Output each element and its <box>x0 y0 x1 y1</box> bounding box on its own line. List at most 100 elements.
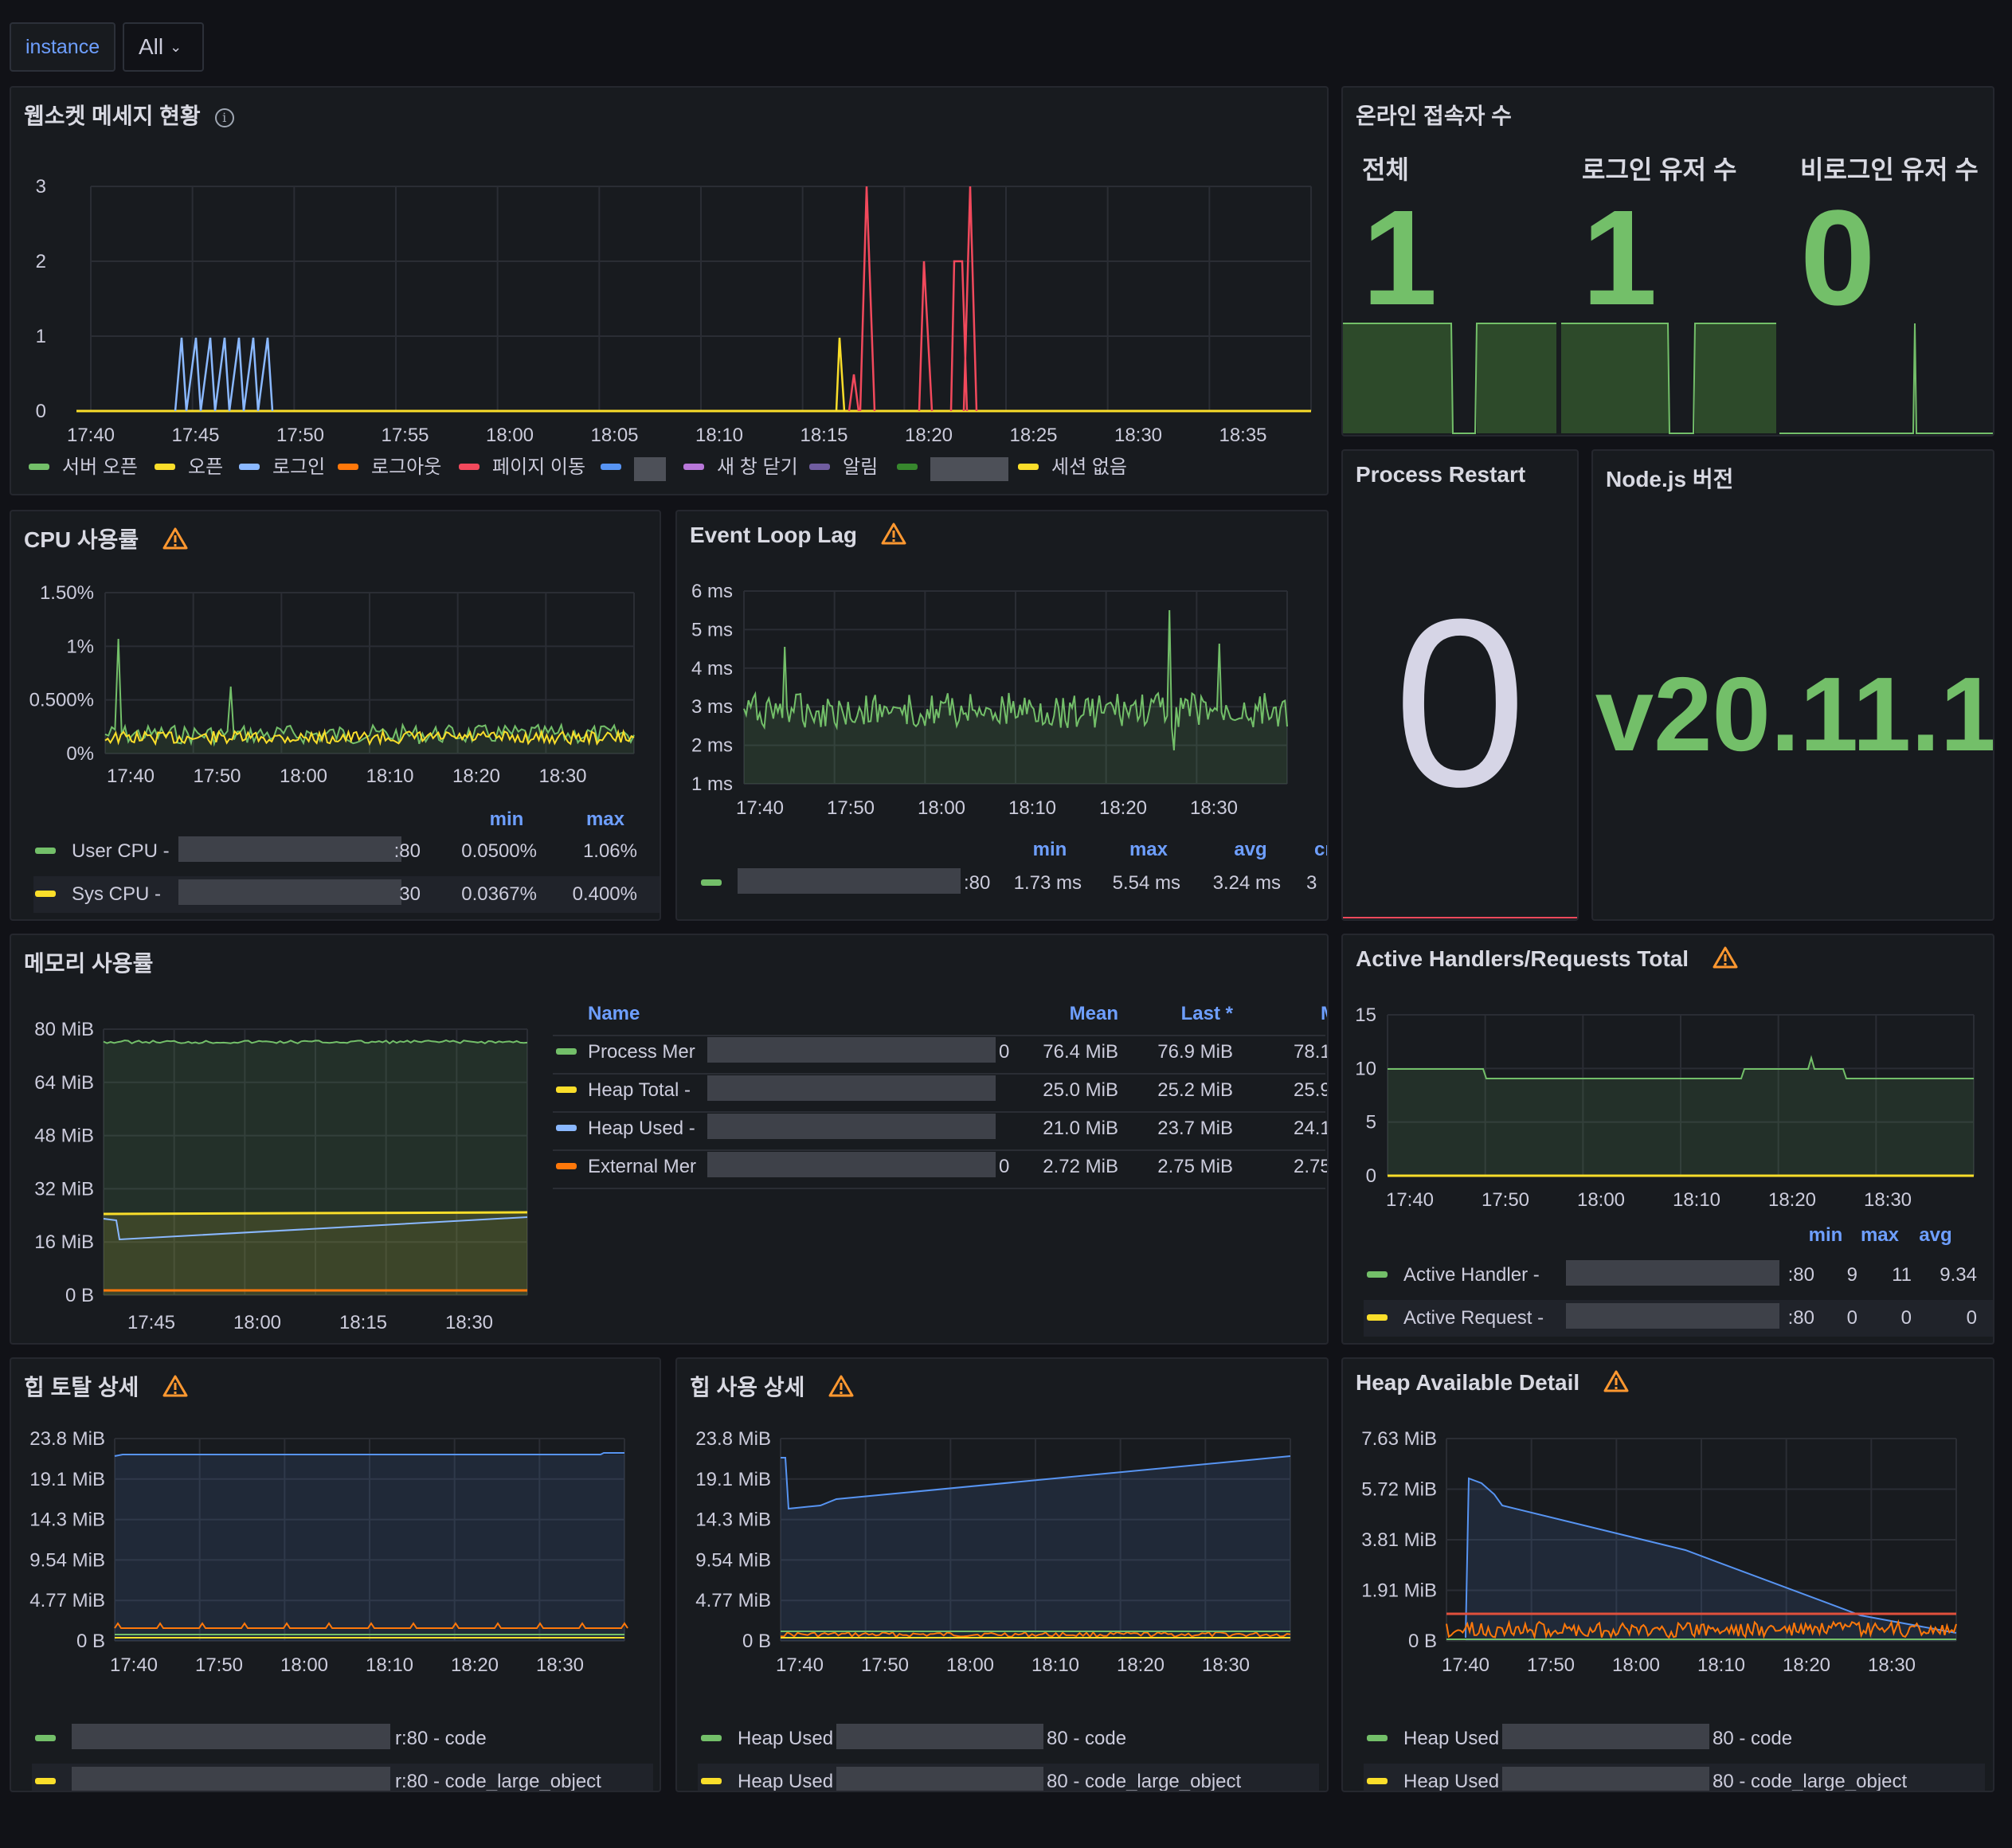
redacted-instance <box>178 836 401 862</box>
x-tick-label: 17:45 <box>171 425 219 446</box>
x-tick-label: 18:00 <box>486 425 534 446</box>
legend-swatch <box>1367 1271 1388 1278</box>
y-tick-label: 0 <box>1366 1165 1376 1187</box>
legend-swatch <box>556 1163 577 1169</box>
table-cell-last: 76.9 MiB <box>1157 1041 1233 1063</box>
warning-icon[interactable] <box>1603 1370 1629 1398</box>
series-area-handler <box>1388 1058 1974 1176</box>
warning-icon[interactable] <box>828 1375 854 1403</box>
sparkline-fill <box>1561 323 1669 433</box>
legend-swatch <box>1367 1735 1388 1741</box>
legend-swatch <box>701 879 722 886</box>
panel-heap-used-detail[interactable]: 힙 사용 상세 23.8 MiB 19.1 MiB 14.3 MiB 9.54 MiB… <box>675 1357 1329 1792</box>
stat-label: 전체 <box>1362 155 1409 184</box>
legend-swatch <box>155 464 175 470</box>
panel-nodejs-version[interactable]: Node.js 버전 v20.11.1 <box>1591 449 1994 921</box>
legend-min: 1.73 ms <box>1014 872 1082 894</box>
redacted-instance <box>738 868 961 894</box>
legend-swatch <box>683 464 704 470</box>
warning-icon[interactable] <box>1713 946 1738 974</box>
x-tick-label: 17:50 <box>193 765 241 787</box>
x-tick-label: 17:40 <box>110 1654 158 1676</box>
table-cell-tail: 0 <box>999 1156 1009 1177</box>
legend-max: 5.54 ms <box>1113 872 1180 894</box>
info-icon[interactable]: i <box>214 108 234 127</box>
redacted-instance <box>707 1152 996 1177</box>
legend-suffix: :80 <box>394 840 421 862</box>
table-cell-name: Process Mer <box>588 1041 695 1063</box>
x-tick-label: 18:20 <box>451 1654 499 1676</box>
x-tick-label: 17:50 <box>827 797 875 819</box>
y-tick-label: 23.8 MiB <box>695 1428 771 1450</box>
panel-title: Heap Available Detail <box>1356 1370 1629 1398</box>
legend-header: max <box>1861 1224 1900 1246</box>
series-line-lag <box>743 609 1288 751</box>
redacted-legend-label <box>634 457 666 481</box>
redacted-instance <box>836 1767 1043 1791</box>
x-tick-label: 18:20 <box>1099 797 1147 819</box>
redacted-instance <box>707 1075 996 1101</box>
y-tick-label: 2 ms <box>691 735 733 757</box>
y-tick-label: 0 B <box>76 1631 105 1652</box>
table-cell-last: 23.7 MiB <box>1157 1118 1233 1139</box>
legend-header: min <box>1809 1224 1843 1246</box>
x-tick-label: 18:30 <box>1190 797 1238 819</box>
table-cell-mean: 76.4 MiB <box>1043 1041 1118 1063</box>
x-tick-label: 18:20 <box>452 765 500 787</box>
panel-event-loop-lag[interactable]: Event Loop Lag 6 ms 5 ms 4 ms 3 ms 2 ms 1 ms 1… <box>675 510 1329 921</box>
series-line-orange <box>114 1622 628 1629</box>
x-tick-label: 18:00 <box>1577 1189 1625 1211</box>
legend-swatch <box>556 1048 577 1055</box>
panel-heap-total-detail[interactable]: 힙 토탈 상세 23.8 MiB 19.1 MiB 14.3 MiB 9.54 MiB… <box>10 1357 661 1792</box>
redacted-instance <box>178 879 401 905</box>
panel-heap-available-detail[interactable]: Heap Available Detail 7.63 MiB 5.72 MiB 3.… <box>1341 1357 1994 1792</box>
y-tick-label: 5.72 MiB <box>1361 1479 1437 1501</box>
legend-max: 11 <box>1892 1264 1912 1286</box>
x-tick-label: 18:10 <box>1697 1654 1745 1676</box>
redacted-instance <box>72 1767 390 1791</box>
legend-name: Heap Used - <box>738 1728 845 1749</box>
variable-select-instance[interactable]: All ⌄ <box>123 22 204 72</box>
y-tick-label: 19.1 MiB <box>695 1469 771 1490</box>
y-tick-label: 0 B <box>742 1631 771 1652</box>
x-tick-label: 18:10 <box>366 765 413 787</box>
x-tick-label: 18:25 <box>1009 425 1057 446</box>
warning-icon[interactable] <box>162 527 188 555</box>
legend-suffix: r:80 - code <box>395 1728 487 1749</box>
panel-cpu-usage[interactable]: CPU 사용률 1.50% 1% 0.500% 0% 17:40 17:50 18:00 18… <box>10 510 661 921</box>
sparkline-fill <box>1477 323 1556 433</box>
panel-process-restart[interactable]: Process Restart 0 <box>1341 449 1579 921</box>
y-tick-label: 2 <box>36 251 46 272</box>
y-tick-label: 80 MiB <box>34 1019 94 1040</box>
legend-max: 1.06% <box>583 840 637 862</box>
legend-name: Heap Used - <box>1403 1728 1511 1749</box>
stat-value: 1 <box>1362 182 1438 334</box>
redacted-instance <box>1566 1260 1779 1286</box>
warning-icon[interactable] <box>162 1375 188 1403</box>
legend-label: 오픈 <box>188 456 223 478</box>
warning-icon[interactable] <box>881 523 906 550</box>
y-tick-label: 1 <box>36 326 46 347</box>
chevron-down-icon: ⌄ <box>170 39 182 55</box>
sparkline-fill <box>1343 323 1453 433</box>
y-tick-label: 6 ms <box>691 581 733 602</box>
y-tick-label: 1 ms <box>691 773 733 795</box>
y-tick-label: 4.77 MiB <box>695 1590 771 1611</box>
panel-active-handlers[interactable]: Active Handlers/Requests Total 15 10 5 0 17:… <box>1341 934 1994 1345</box>
legend-current: 3 <box>1306 872 1317 894</box>
panel-memory-usage[interactable]: 메모리 사용률 80 MiB 64 MiB 48 MiB 32 MiB 16 MiB 0 … <box>10 934 1329 1345</box>
sparkline-fill <box>1695 323 1776 433</box>
legend-max: 0.400% <box>573 883 637 905</box>
y-tick-label: 0 B <box>1408 1631 1437 1652</box>
x-tick-label: 18:10 <box>695 425 743 446</box>
y-tick-label: 16 MiB <box>34 1231 94 1253</box>
legend-swatch <box>701 1735 722 1741</box>
panel-websocket-messages[interactable]: 웹소켓 메세지 현황 i 3 2 1 0 17:40 17:45 17:50 17:55 18:0… <box>10 86 1329 495</box>
x-tick-label: 18:10 <box>1008 797 1056 819</box>
variable-label-instance: instance <box>10 22 116 72</box>
legend-label: 로그인 <box>272 456 325 478</box>
y-tick-label: 0 B <box>65 1285 94 1306</box>
heap-used-chart: 23.8 MiB 19.1 MiB 14.3 MiB 9.54 MiB 4.77 MiB… <box>695 1428 1319 1791</box>
series-line-process <box>103 1040 528 1045</box>
